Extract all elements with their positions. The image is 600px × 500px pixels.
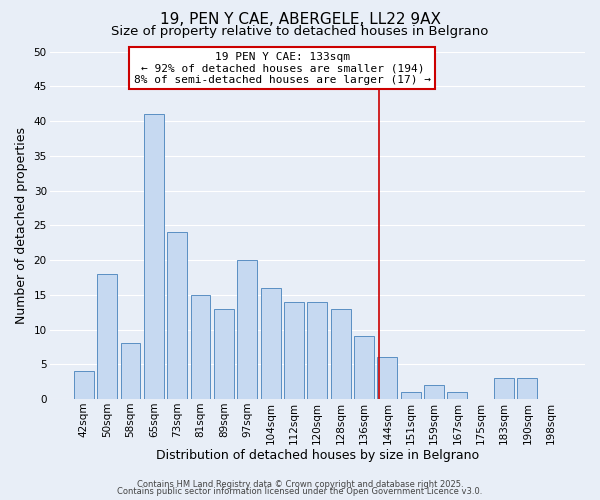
Bar — [167, 232, 187, 399]
Bar — [377, 358, 397, 399]
Text: Contains HM Land Registry data © Crown copyright and database right 2025.: Contains HM Land Registry data © Crown c… — [137, 480, 463, 489]
Bar — [144, 114, 164, 399]
Y-axis label: Number of detached properties: Number of detached properties — [15, 127, 28, 324]
Bar — [214, 308, 234, 399]
Bar — [260, 288, 281, 399]
Bar — [354, 336, 374, 399]
Bar — [331, 308, 350, 399]
Bar — [307, 302, 327, 399]
Text: Size of property relative to detached houses in Belgrano: Size of property relative to detached ho… — [112, 25, 488, 38]
Bar — [424, 385, 444, 399]
Bar — [121, 344, 140, 399]
Bar — [448, 392, 467, 399]
Bar — [401, 392, 421, 399]
Bar — [191, 295, 211, 399]
Text: 19 PEN Y CAE: 133sqm
← 92% of detached houses are smaller (194)
8% of semi-detac: 19 PEN Y CAE: 133sqm ← 92% of detached h… — [134, 52, 431, 84]
Bar — [494, 378, 514, 399]
Bar — [238, 260, 257, 399]
Text: 19, PEN Y CAE, ABERGELE, LL22 9AX: 19, PEN Y CAE, ABERGELE, LL22 9AX — [160, 12, 440, 28]
X-axis label: Distribution of detached houses by size in Belgrano: Distribution of detached houses by size … — [156, 450, 479, 462]
Bar — [74, 371, 94, 399]
Text: Contains public sector information licensed under the Open Government Licence v3: Contains public sector information licen… — [118, 488, 482, 496]
Bar — [517, 378, 538, 399]
Bar — [97, 274, 117, 399]
Bar — [284, 302, 304, 399]
